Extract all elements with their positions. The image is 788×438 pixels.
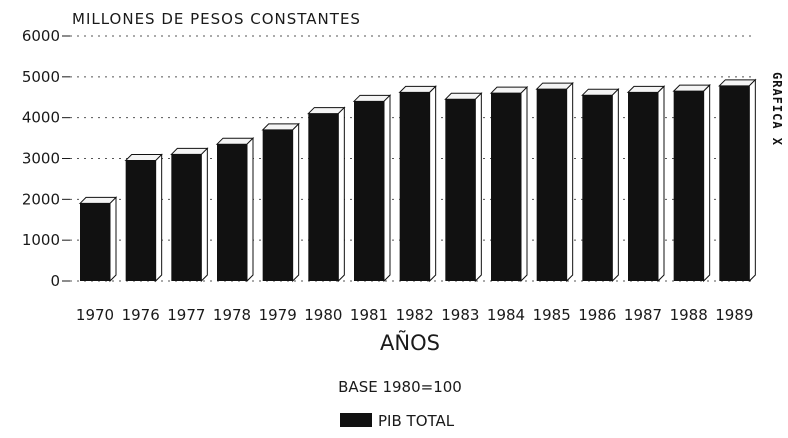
chart-title: MILLONES DE PESOS CONSTANTES: [72, 10, 361, 28]
x-tick-label: 1977: [167, 306, 205, 324]
bar-side-face: [292, 122, 300, 283]
bar: [217, 144, 247, 281]
x-tick-label: 1984: [487, 306, 525, 324]
bar-side-face: [200, 147, 208, 283]
x-tick-label: 1970: [76, 306, 114, 324]
bar-side-face: [566, 81, 574, 283]
bar: [673, 91, 704, 281]
bar: [399, 92, 430, 281]
y-tick-label: 2000: [22, 190, 60, 208]
bar: [171, 154, 202, 281]
bar: [354, 101, 384, 281]
legend-swatch: [340, 413, 372, 427]
bar-side-face: [474, 92, 482, 283]
x-tick-label: 1979: [259, 306, 297, 324]
y-tick-label: 1000: [22, 231, 60, 249]
x-tick-label: 1989: [715, 306, 753, 324]
bar: [582, 95, 613, 281]
bars-group: [78, 78, 757, 283]
legend-label: PIB TOTAL: [378, 412, 455, 430]
x-tick-label: 1987: [624, 306, 662, 324]
bar: [536, 89, 567, 281]
bar-side-face: [703, 83, 711, 283]
figure-side-title: GRAFICA X: [770, 72, 784, 147]
bar-side-face: [520, 85, 528, 283]
bar-side-face: [611, 88, 619, 283]
x-tick-label: 1981: [350, 306, 388, 324]
x-tick-label: 1976: [122, 306, 160, 324]
y-tick-label: 5000: [22, 68, 60, 86]
bar-side-face: [657, 85, 665, 283]
chart-subtitle: BASE 1980=100: [338, 378, 462, 396]
x-tick-label: 1986: [578, 306, 616, 324]
bar-side-face: [429, 85, 437, 283]
bar: [125, 160, 156, 281]
bar: [262, 129, 293, 281]
y-tick-label: 4000: [22, 109, 60, 127]
x-tick-label: 1980: [304, 306, 342, 324]
bar: [628, 92, 658, 281]
x-axis-label: AÑOS: [380, 329, 440, 355]
bar-side-face: [109, 196, 117, 283]
x-tick-label: 1978: [213, 306, 251, 324]
x-tick-label: 1988: [670, 306, 708, 324]
bar-side-face: [748, 78, 756, 283]
bar-side-face: [383, 94, 391, 283]
bar-side-face: [337, 106, 345, 283]
x-tick-label: 1982: [396, 306, 434, 324]
bar: [80, 203, 110, 281]
bar-side-face: [155, 153, 163, 283]
bar-side-face: [246, 137, 254, 283]
x-tick-label: 1985: [533, 306, 571, 324]
y-tick-label: 6000: [22, 27, 60, 45]
bar: [491, 93, 521, 282]
y-axis: 0 1000 2000 3000 4000 5000 6000: [22, 27, 70, 290]
y-tick-label: 3000: [22, 150, 60, 168]
bar: [445, 99, 476, 282]
bar: [719, 85, 750, 281]
x-axis-tick-labels: 1970 1976 1977 1978 1979 1980 1981 1982 1983 1984…: [76, 306, 754, 324]
x-tick-label: 1983: [441, 306, 479, 324]
y-tick-label: 0: [50, 272, 60, 290]
bar: [308, 113, 339, 281]
